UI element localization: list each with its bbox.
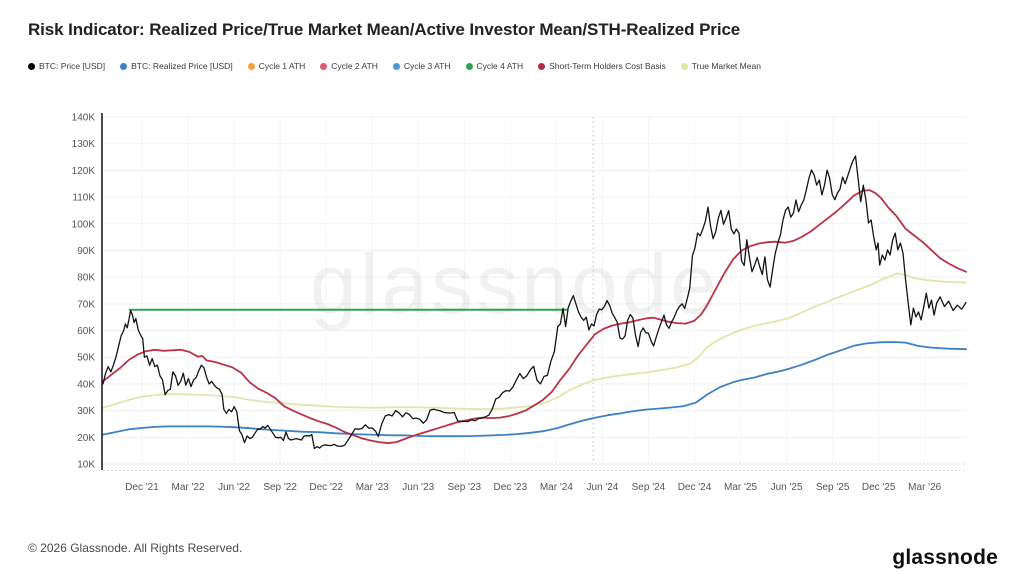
y-axis-tick-label: 140K — [72, 113, 96, 124]
x-axis-tick-label: Dec '23 — [494, 482, 528, 493]
legend-item-label: BTC: Realized Price [USD] — [131, 61, 233, 71]
x-axis-tick-label: Jun '22 — [218, 482, 250, 493]
legend-item-label: Short-Term Holders Cost Basis — [549, 61, 666, 71]
x-axis-tick-label: Mar '26 — [908, 482, 941, 493]
legend-item-label: BTC: Price [USD] — [39, 61, 106, 71]
series-true-market-mean — [102, 272, 967, 410]
legend-item-short-term-holders-cost-basis[interactable]: Short-Term Holders Cost Basis — [538, 61, 666, 71]
legend-item-label: Cycle 3 ATH — [403, 61, 451, 71]
y-axis-tick-label: 40K — [77, 379, 95, 390]
series-btc-price-usd — [102, 155, 967, 450]
legend-dot-icon — [120, 62, 128, 70]
x-axis-tick-label: Mar '22 — [172, 482, 205, 493]
legend-dot-icon — [680, 62, 688, 70]
copyright-text: © 2026 Glassnode. All Rights Reserved. — [28, 541, 243, 555]
legend-item-cycle-2-ath[interactable]: Cycle 2 ATH — [320, 61, 378, 71]
x-axis-tick-label: Sep '23 — [447, 482, 481, 493]
y-axis-tick-label: 60K — [77, 326, 95, 337]
x-axis-tick-label: Sep '22 — [263, 482, 297, 493]
legend-item-label: Cycle 4 ATH — [476, 61, 524, 71]
legend-dot-icon — [538, 62, 546, 70]
glassnode-logo: glassnode — [892, 546, 998, 569]
series-btc-realized-price-usd — [102, 341, 967, 438]
y-axis-tick-label: 10K — [77, 460, 95, 471]
y-axis-tick-label: 130K — [72, 139, 96, 150]
legend-item-cycle-3-ath[interactable]: Cycle 3 ATH — [392, 61, 451, 71]
x-axis-tick-label: Sep '24 — [632, 482, 666, 493]
x-axis-tick-label: Sep '25 — [816, 482, 850, 493]
x-axis-tick-label: Dec '22 — [309, 482, 343, 493]
x-axis-tick-label: Jun '25 — [771, 482, 803, 493]
legend-item-true-market-mean[interactable]: True Market Mean — [680, 61, 761, 71]
x-axis-tick-label: Mar '25 — [724, 482, 757, 493]
x-axis-tick-label: Dec '25 — [862, 482, 896, 493]
x-axis-tick-label: Jun '23 — [402, 482, 434, 493]
legend-item-cycle-4-ath[interactable]: Cycle 4 ATH — [465, 61, 524, 71]
legend-dot-icon — [247, 62, 255, 70]
chart-canvas[interactable]: Dec '21 Mar '22 Jun '22 Sep '22 Dec '22 Mar '… — [0, 95, 1024, 510]
glassnode-watermark: glassnode — [310, 237, 720, 331]
chart-title: Risk Indicator: Realized Price/True Mark… — [28, 20, 741, 39]
x-axis-tick-label: Dec '24 — [678, 482, 712, 493]
y-axis-tick-label: 70K — [77, 299, 95, 310]
legend-dot-icon — [28, 62, 35, 70]
legend-dot-icon — [320, 62, 328, 70]
y-axis-tick-label: 20K — [77, 433, 95, 444]
y-axis-tick-label: 30K — [77, 406, 95, 417]
chart-legend: BTC: Price [USD] BTC: Realized Price [USD… — [28, 61, 761, 71]
x-axis-tick-label: Dec '21 — [125, 482, 159, 493]
chart-area[interactable]: Dec '21 Mar '22 Jun '22 Sep '22 Dec '22 Mar '… — [0, 95, 1024, 510]
legend-dot-icon — [465, 62, 473, 70]
x-axis-tick-label: Mar '23 — [356, 482, 389, 493]
legend-item-label: True Market Mean — [691, 61, 761, 71]
legend-item-label: Cycle 1 ATH — [258, 61, 306, 71]
y-axis-tick-label: 110K — [72, 193, 95, 204]
legend-dot-icon — [392, 62, 400, 70]
x-axis-tick-label: Jun '24 — [586, 482, 618, 493]
legend-item-label: Cycle 2 ATH — [331, 61, 378, 71]
y-axis-tick-label: 80K — [77, 273, 95, 284]
x-axis-tick-label: Mar '24 — [540, 482, 573, 493]
legend-item-btc-realized-price-usd[interactable]: BTC: Realized Price [USD] — [120, 61, 233, 71]
y-axis-tick-label: 50K — [77, 353, 95, 364]
y-axis-tick-label: 100K — [72, 219, 96, 230]
legend-item-btc-price-usd[interactable]: BTC: Price [USD] — [28, 61, 105, 71]
y-axis-tick-label: 120K — [72, 166, 96, 177]
series-short-term-holders-cost-basis — [102, 189, 967, 445]
y-axis-tick-label: 90K — [77, 246, 95, 257]
legend-item-cycle-1-ath[interactable]: Cycle 1 ATH — [247, 61, 306, 71]
